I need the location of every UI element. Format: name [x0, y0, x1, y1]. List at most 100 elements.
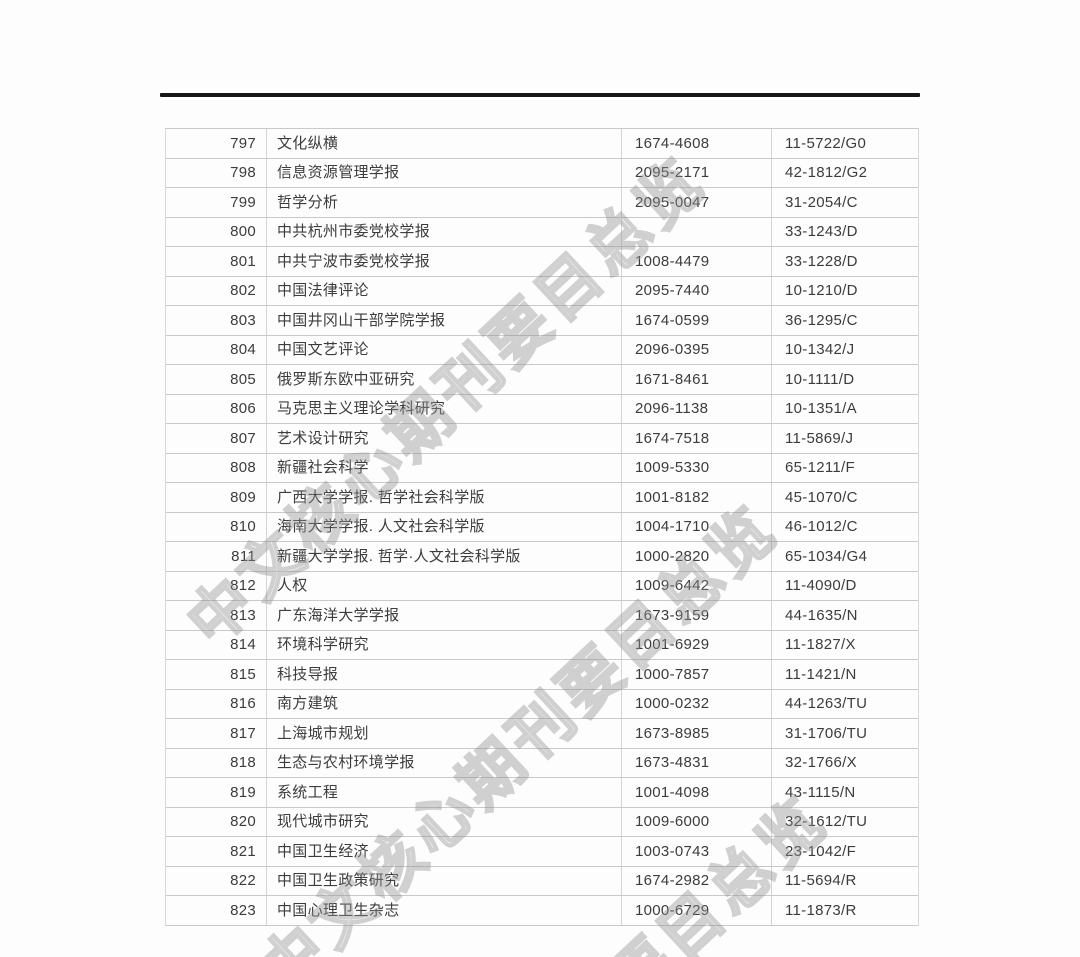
table-row: 807 艺术设计研究 1674-7518 11-5869/J — [166, 424, 918, 454]
journal-name-cell: 现代城市研究 — [267, 807, 622, 836]
issn-cell: 1009-5330 — [622, 453, 772, 482]
table-row: 800 中共杭州市委党校学报 33-1243/D — [166, 217, 918, 247]
issn-cell: 2095-0047 — [622, 188, 772, 217]
table-row: 806 马克思主义理论学科研究 2096-1138 10-1351/A — [166, 394, 918, 424]
cn-number-cell: 65-1211/F — [785, 459, 855, 477]
table-row: 812 人权 1009-6442 11-4090/D — [166, 571, 918, 601]
table-row: 808 新疆社会科学 1009-5330 65-1211/F — [166, 453, 918, 483]
table-row: 797 文化纵横 1674-4608 11-5722/G0 — [166, 129, 918, 159]
journal-name-cell: 马克思主义理论学科研究 — [267, 394, 622, 423]
cn-number-cell: 44-1635/N — [785, 606, 858, 624]
issn-cell: 1000-6729 — [622, 896, 772, 925]
issn-cell — [622, 217, 772, 246]
issn-cell: 1000-7857 — [622, 660, 772, 689]
row-number-cell: 813 — [166, 601, 267, 630]
top-rule — [160, 93, 920, 97]
journal-name-cell: 广东海洋大学学报 — [267, 601, 622, 630]
issn-cell: 1674-7518 — [622, 424, 772, 453]
cn-number-cell: 45-1070/C — [785, 488, 858, 506]
row-number-cell: 821 — [166, 837, 267, 866]
table-row: 817 上海城市规划 1673-8985 31-1706/TU — [166, 719, 918, 749]
journal-name-cell: 新疆社会科学 — [267, 453, 622, 482]
issn-cell: 2096-1138 — [622, 394, 772, 423]
issn-cell: 1001-6929 — [622, 630, 772, 659]
cn-number-cell: 42-1812/G2 — [785, 164, 868, 182]
cn-number-cell: 10-1342/J — [785, 341, 855, 359]
table-row: 820 现代城市研究 1009-6000 32-1612/TU — [166, 807, 918, 837]
table-row: 801 中共宁波市委党校学报 1008-4479 33-1228/D — [166, 247, 918, 277]
cn-number-cell: 36-1295/C — [785, 311, 858, 329]
row-number-cell: 818 — [166, 748, 267, 777]
row-number-cell: 798 — [166, 158, 267, 187]
cn-number-cell: 31-1706/TU — [785, 724, 868, 742]
row-number-cell: 808 — [166, 453, 267, 482]
cn-number-cell: 11-1827/X — [785, 636, 856, 654]
journal-name-cell: 中国卫生政策研究 — [267, 866, 622, 895]
journal-table: 797 文化纵横 1674-4608 11-5722/G0 798 信息资源管理… — [165, 128, 919, 926]
journal-name-cell: 上海城市规划 — [267, 719, 622, 748]
journal-name-cell: 信息资源管理学报 — [267, 158, 622, 187]
table-row: 805 俄罗斯东欧中亚研究 1671-8461 10-1111/D — [166, 365, 918, 395]
journal-name-cell: 系统工程 — [267, 778, 622, 807]
cn-number-cell: 32-1766/X — [785, 754, 857, 772]
table-row: 798 信息资源管理学报 2095-2171 42-1812/G2 — [166, 158, 918, 188]
issn-cell: 1009-6442 — [622, 571, 772, 600]
cn-number-cell: 10-1111/D — [785, 370, 855, 388]
table-row: 819 系统工程 1001-4098 43-1115/N — [166, 778, 918, 808]
journal-name-cell: 中国心理卫生杂志 — [267, 896, 622, 925]
issn-cell: 1000-2820 — [622, 542, 772, 571]
row-number-cell: 817 — [166, 719, 267, 748]
issn-cell: 1000-0232 — [622, 689, 772, 718]
journal-name-cell: 中共杭州市委党校学报 — [267, 217, 622, 246]
cn-number-cell: 46-1012/C — [785, 518, 858, 536]
journal-name-cell: 中国文艺评论 — [267, 335, 622, 364]
row-number-cell: 806 — [166, 394, 267, 423]
journal-name-cell: 哲学分析 — [267, 188, 622, 217]
table-row: 799 哲学分析 2095-0047 31-2054/C — [166, 188, 918, 218]
cn-number-cell: 11-5869/J — [785, 429, 854, 447]
row-number-cell: 809 — [166, 483, 267, 512]
row-number-cell: 804 — [166, 335, 267, 364]
cn-number-cell: 23-1042/F — [785, 842, 857, 860]
journal-name-cell: 环境科学研究 — [267, 630, 622, 659]
journal-name-cell: 广西大学学报. 哲学社会科学版 — [267, 483, 622, 512]
row-number-cell: 810 — [166, 512, 267, 541]
cn-number-cell: 11-1421/N — [785, 665, 857, 683]
row-number-cell: 797 — [166, 129, 267, 158]
journal-name-cell: 海南大学学报. 人文社会科学版 — [267, 512, 622, 541]
row-number-cell: 811 — [166, 542, 267, 571]
journal-name-cell: 人权 — [267, 571, 622, 600]
table-row: 814 环境科学研究 1001-6929 11-1827/X — [166, 630, 918, 660]
cn-number-cell: 10-1351/A — [785, 400, 857, 418]
row-number-cell: 812 — [166, 571, 267, 600]
row-number-cell: 819 — [166, 778, 267, 807]
issn-cell: 1001-8182 — [622, 483, 772, 512]
cn-number-cell: 11-1873/R — [785, 901, 857, 919]
issn-cell: 1009-6000 — [622, 807, 772, 836]
issn-cell: 2095-7440 — [622, 276, 772, 305]
table-row: 815 科技导报 1000-7857 11-1421/N — [166, 660, 918, 690]
table-row: 818 生态与农村环境学报 1673-4831 32-1766/X — [166, 748, 918, 778]
row-number-cell: 803 — [166, 306, 267, 335]
issn-cell: 1673-8985 — [622, 719, 772, 748]
row-number-cell: 822 — [166, 866, 267, 895]
row-number-cell: 814 — [166, 630, 267, 659]
table-row: 810 海南大学学报. 人文社会科学版 1004-1710 46-1012/C — [166, 512, 918, 542]
cn-number-cell: 11-5722/G0 — [785, 134, 867, 152]
issn-cell: 1003-0743 — [622, 837, 772, 866]
issn-cell: 1671-8461 — [622, 365, 772, 394]
issn-cell: 2096-0395 — [622, 335, 772, 364]
table-row: 804 中国文艺评论 2096-0395 10-1342/J — [166, 335, 918, 365]
issn-cell: 2095-2171 — [622, 158, 772, 187]
journal-name-cell: 俄罗斯东欧中亚研究 — [267, 365, 622, 394]
issn-cell: 1674-4608 — [622, 129, 772, 158]
table-row: 802 中国法律评论 2095-7440 10-1210/D — [166, 276, 918, 306]
issn-cell: 1674-2982 — [622, 866, 772, 895]
issn-cell: 1673-4831 — [622, 748, 772, 777]
row-number-cell: 823 — [166, 896, 267, 925]
journal-name-cell: 中国井冈山干部学院学报 — [267, 306, 622, 335]
table-row: 816 南方建筑 1000-0232 44-1263/TU — [166, 689, 918, 719]
journal-name-cell: 文化纵横 — [267, 129, 622, 158]
cn-number-cell: 44-1263/TU — [785, 695, 868, 713]
